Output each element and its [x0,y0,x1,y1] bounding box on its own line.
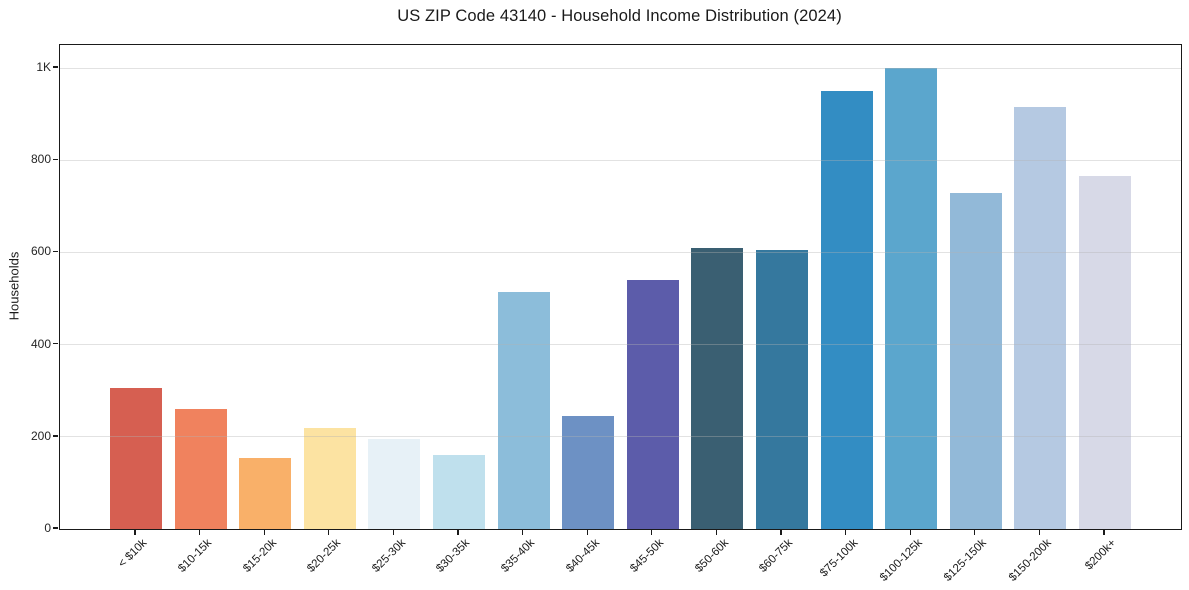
x-tick-mark [521,530,524,535]
x-tick-label: $50-60k [693,537,731,575]
gridline [60,159,1181,161]
bar [433,455,485,529]
bar [691,247,744,529]
y-tick-label: 600 [30,244,51,259]
x-tick-mark [198,530,201,535]
chart-title: US ZIP Code 43140 - Household Income Dis… [397,7,842,25]
x-tick-label: $125-150k [942,537,990,584]
x-tick-mark [909,530,911,535]
y-tick-mark [53,342,58,345]
y-tick-mark [53,435,58,437]
bar [756,250,808,529]
bar [303,427,356,529]
x-tick-mark [134,530,136,535]
bar [1014,107,1067,529]
x-tick-label: $40-45k [563,537,602,575]
x-tick-label: $100-125k [877,537,925,584]
x-tick-mark [328,530,330,535]
x-tick-label: $25-30k [370,537,408,575]
x-tick-mark [586,530,588,535]
y-tick-mark [53,250,58,253]
x-tick-label: $75-100k [817,537,861,580]
y-axis-label: Households [6,251,22,321]
x-tick-mark [651,530,653,535]
x-tick-label: $15-20k [240,537,279,575]
x-tick-mark [780,530,782,535]
x-tick-mark [1038,530,1041,535]
x-tick-label: $45-50k [628,537,667,575]
bar [949,192,1002,529]
bar [368,439,421,529]
gridline [60,251,1181,253]
x-tick-mark [715,530,718,535]
y-tick-label: 1K [36,60,51,75]
gridline [60,436,1181,438]
x-tick-mark [392,530,395,535]
x-tick-label: $200k+ [1083,537,1119,573]
x-tick-label: $60-75k [757,537,796,575]
bar [174,409,227,529]
bar [885,68,938,529]
bar [562,416,615,529]
x-tick-label: < $10k [116,537,150,571]
y-tick-mark [53,527,58,529]
bar [626,280,679,529]
x-tick-mark [844,530,847,535]
bar [820,91,873,529]
y-tick-label: 0 [44,521,51,535]
x-tick-label: $20-25k [305,537,344,575]
x-tick-label: $150-200k [1006,537,1054,584]
x-tick-label: $35-40k [499,537,538,575]
y-tick-label: 400 [30,336,51,351]
x-tick-mark [974,530,976,535]
x-tick-mark [1103,530,1105,535]
bar [497,291,550,529]
y-tick-label: 200 [30,428,51,443]
x-tick-label: $10-15k [176,537,215,575]
bar [1079,176,1131,529]
y-tick-label: 800 [30,152,51,167]
bar [239,457,292,529]
y-tick-mark [53,66,58,68]
gridline [60,67,1181,69]
y-tick-mark [53,158,58,160]
x-tick-mark [263,530,265,535]
plot-area [59,44,1182,530]
gridline [60,344,1181,346]
x-tick-label: $30-35k [434,537,473,575]
bar [110,388,162,529]
x-tick-mark [457,530,459,535]
